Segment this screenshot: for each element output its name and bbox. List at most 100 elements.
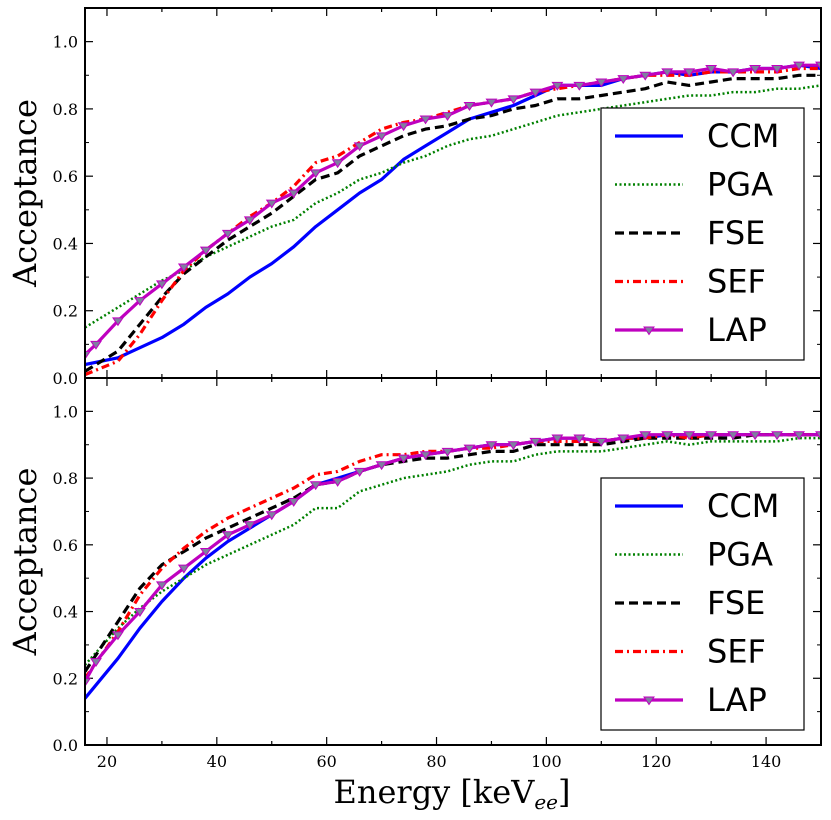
series-point-lap [639, 431, 652, 441]
series-point-lap [749, 65, 762, 74]
y-tick-label: 0.4 [53, 234, 78, 253]
legend-marker-lap [643, 696, 655, 706]
series-point-lap [815, 61, 821, 71]
series-point-lap [353, 142, 366, 152]
y-tick-label: 1.0 [53, 33, 78, 52]
series-point-lap [90, 658, 102, 667]
series-point-lap [441, 447, 454, 457]
series-point-lap [243, 521, 256, 531]
x-tick-label: 40 [207, 752, 227, 771]
series-point-lap [331, 477, 344, 487]
series-point-lap [265, 199, 278, 209]
y-tick-label: 0.8 [53, 100, 78, 119]
bottom-panel: 0.0 0.2 0.4 0.6 0.8 1.0 20 40 60 80 100 120 140 Accep… [6, 377, 822, 814]
series-point-lap [243, 216, 256, 226]
series-point-lap [595, 437, 608, 447]
series-line-pga [85, 436, 821, 666]
series-point-lap [375, 132, 388, 142]
series-point-lap [771, 65, 783, 74]
series-point-lap [727, 431, 740, 441]
series-point-lap [507, 95, 520, 105]
x-tick-label: 140 [751, 752, 782, 771]
series-point-lap [133, 608, 146, 617]
series-point-lap [727, 68, 740, 78]
x-tick-label: 120 [641, 752, 672, 771]
series-point-lap [133, 297, 146, 307]
series-point-lap [90, 340, 102, 350]
x-tick-label: 60 [316, 752, 336, 771]
series-point-lap [221, 229, 234, 239]
series-point-lap [155, 581, 168, 591]
series-point-lap [529, 437, 542, 447]
legend-label-sef: SEF [707, 633, 766, 671]
legend: CCM PGA FSE SEF LAP [600, 107, 805, 361]
y-tick-label: 0.0 [53, 736, 78, 755]
series-point-lap [463, 102, 476, 111]
legend-marker-lap [643, 326, 655, 336]
x-tick-label: 100 [531, 752, 562, 771]
series-line-fse [85, 433, 821, 673]
legend-label-ccm: CCM [707, 117, 779, 155]
axes-frame [84, 377, 822, 746]
series-point-lap [617, 75, 630, 85]
y-tick-label: 0.8 [53, 469, 78, 488]
legend-box [600, 107, 805, 361]
series-point-lap [595, 78, 608, 88]
series-point-lap [551, 434, 564, 444]
series-point-lap [419, 115, 432, 125]
series-point-lap [375, 461, 388, 471]
series-line-ccm [85, 63, 821, 367]
series-point-lap [661, 68, 674, 78]
series-point-lap [265, 511, 278, 521]
series-point-lap [749, 431, 762, 441]
y-tick-label: 0.6 [53, 167, 78, 186]
series-point-lap [331, 159, 344, 169]
plot-area [85, 61, 821, 377]
series-point-lap [617, 434, 630, 444]
series-point-lap [85, 350, 91, 360]
legend-label-sef: SEF [707, 263, 766, 301]
legend-label-pga: PGA [707, 166, 773, 204]
y-tick-label: 1.0 [53, 402, 78, 421]
series-point-lap [705, 431, 718, 441]
legend-label-pga: PGA [707, 536, 773, 574]
series-point-lap [397, 122, 410, 132]
series-line-pga [85, 84, 821, 329]
series-point-lap [573, 81, 586, 91]
series-point-lap [815, 431, 821, 441]
y-axis-title: Acceptance [6, 468, 44, 657]
series-point-lap [85, 678, 91, 688]
y-tick-label: 0.2 [53, 302, 78, 321]
y-tick-label: 0.4 [53, 603, 78, 622]
legend-label-lap: LAP [707, 681, 767, 719]
series-point-lap [793, 61, 805, 71]
series-point-lap [112, 317, 124, 327]
series-point-lap [529, 88, 542, 98]
series-point-lap [155, 280, 168, 290]
x-tick-label: 20 [97, 752, 117, 771]
series-point-lap [353, 467, 366, 477]
series-point-lap [573, 434, 586, 444]
series-point-lap [112, 631, 124, 641]
plot-area [85, 431, 821, 700]
series-point-lap [287, 189, 300, 199]
x-tick-label: 80 [426, 752, 446, 771]
y-axis-title: Acceptance [6, 99, 44, 288]
series-point-lap [463, 444, 476, 454]
series-point-lap [177, 263, 190, 273]
series-point-lap [221, 531, 234, 541]
series-point-lap [309, 169, 322, 179]
legend-label-ccm: CCM [707, 487, 779, 525]
y-tick-label: 0.6 [53, 536, 78, 555]
series-point-lap [507, 441, 520, 451]
series-point-lap [397, 454, 410, 464]
series-point-lap [661, 431, 674, 441]
series-point-lap [771, 431, 783, 441]
series-point-lap [287, 497, 300, 507]
y-tick-label: 0.0 [53, 369, 78, 388]
series-point-lap [419, 451, 432, 461]
series-point-lap [441, 112, 454, 122]
series-point-lap [683, 68, 696, 78]
series-point-lap [793, 431, 805, 441]
